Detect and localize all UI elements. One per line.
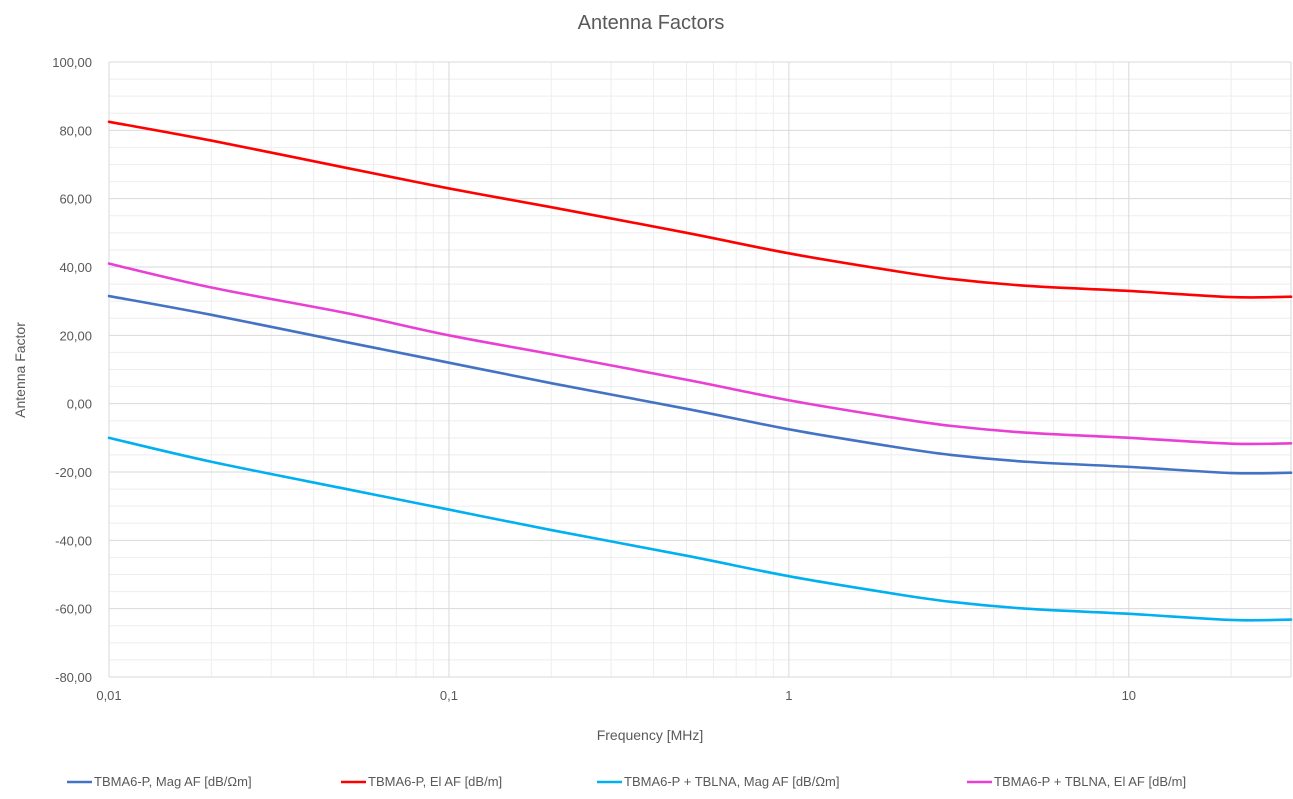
series-line-3 bbox=[107, 436, 1293, 622]
y-tick-label: -20,00 bbox=[55, 465, 92, 480]
legend-label-2: TBMA6-P, El AF [dB/m] bbox=[368, 774, 502, 789]
x-axis-label: Frequency [MHz] bbox=[597, 727, 704, 743]
y-tick-label: -80,00 bbox=[55, 670, 92, 685]
y-axis-label: Antenna Factor bbox=[12, 322, 28, 418]
x-tick-label: 10 bbox=[1122, 688, 1136, 703]
y-tick-label: 0,00 bbox=[67, 397, 92, 412]
y-tick-label: -60,00 bbox=[55, 602, 92, 617]
x-tick-label: 0,01 bbox=[96, 688, 121, 703]
y-tick-label: -40,00 bbox=[55, 533, 92, 548]
major-gridlines bbox=[108, 61, 1292, 678]
legend: TBMA6-P, Mag AF [dB/Ωm] TBMA6-P, El AF [d… bbox=[67, 774, 1186, 789]
y-tick-label: 100,00 bbox=[52, 55, 92, 70]
series-line-1 bbox=[107, 294, 1293, 475]
series-lines bbox=[107, 120, 1293, 622]
y-axis-tick-labels: 100,00 80,00 60,00 40,00 20,00 0,00 -20,00 -40,… bbox=[52, 55, 92, 685]
y-tick-label: 60,00 bbox=[59, 192, 92, 207]
y-tick-label: 40,00 bbox=[59, 260, 92, 275]
chart-title: Antenna Factors bbox=[578, 12, 725, 34]
series-line-2 bbox=[107, 120, 1293, 299]
y-tick-label: 20,00 bbox=[59, 328, 92, 343]
x-tick-label: 1 bbox=[785, 688, 792, 703]
series-line-4 bbox=[107, 262, 1293, 446]
minor-gridlines bbox=[109, 62, 1292, 677]
x-tick-label: 0,1 bbox=[440, 688, 458, 703]
y-tick-label: 80,00 bbox=[59, 123, 92, 138]
legend-label-1: TBMA6-P, Mag AF [dB/Ωm] bbox=[94, 774, 252, 789]
legend-label-3: TBMA6-P + TBLNA, Mag AF [dB/Ωm] bbox=[624, 774, 840, 789]
legend-label-4: TBMA6-P + TBLNA, El AF [dB/m] bbox=[994, 774, 1186, 789]
x-axis-tick-labels: 0,01 0,1 1 10 bbox=[96, 688, 1136, 703]
